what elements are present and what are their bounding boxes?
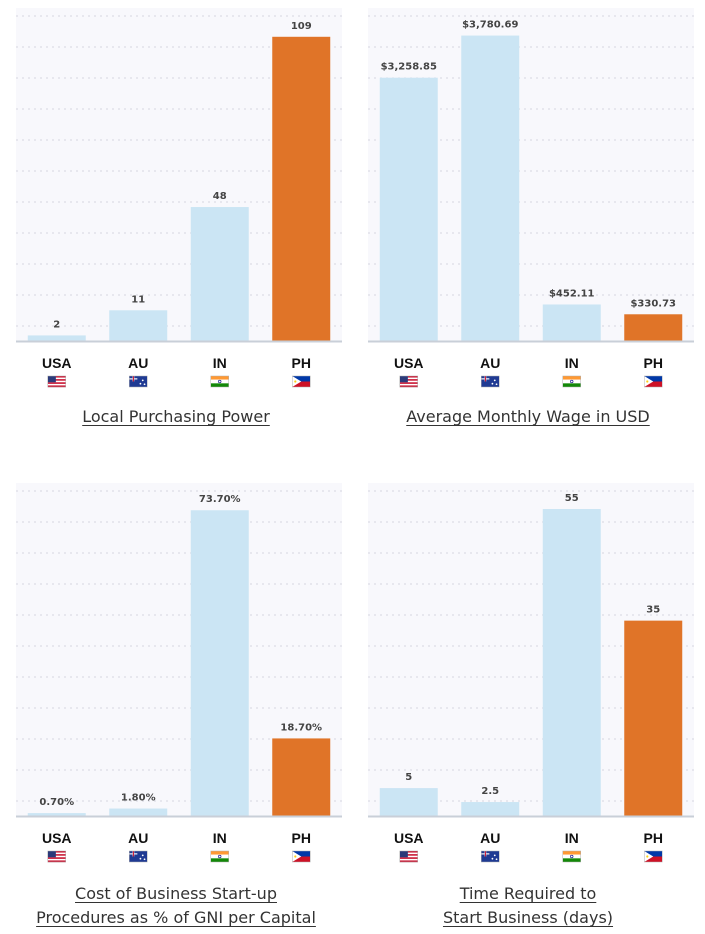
bar-au xyxy=(461,35,520,341)
category-label-in: IN xyxy=(565,830,579,846)
category-label-ph: PH xyxy=(644,355,663,371)
au-flag-icon xyxy=(481,850,500,863)
bar-usa xyxy=(27,813,86,816)
in-flag-icon xyxy=(562,375,581,388)
data-label-in: $452.11 xyxy=(549,288,595,299)
data-label-au: 11 xyxy=(131,294,145,305)
bar-au xyxy=(109,310,168,341)
chart-title-average-monthly-wage: Average Monthly Wage in USD xyxy=(406,407,650,426)
au-flag-icon xyxy=(481,375,500,388)
chart-average-monthly-wage: $3,258.85 USA $3,780.69 AU $452.11 IN $330.73 P… xyxy=(368,8,694,393)
data-label-usa: 2 xyxy=(53,319,60,330)
bar-usa xyxy=(379,788,438,816)
chart-title-cost-of-business-startup: Cost of Business Start-up Procedures as … xyxy=(36,884,316,927)
usa-flag-icon xyxy=(47,375,66,388)
data-label-in: 55 xyxy=(565,493,579,504)
au-flag-icon xyxy=(129,375,148,388)
category-label-ph: PH xyxy=(292,830,311,846)
ph-flag-icon xyxy=(644,850,663,863)
data-label-au: $3,780.69 xyxy=(462,20,518,31)
in-flag-icon xyxy=(210,375,229,388)
in-flag-icon xyxy=(210,850,229,863)
category-label-usa: USA xyxy=(42,355,72,371)
category-label-au: AU xyxy=(128,355,148,371)
data-label-in: 48 xyxy=(213,191,227,202)
bar-in xyxy=(542,304,601,341)
chart-cost-of-business-startup: 0.70% USA 1.80% AU 73.70% IN 18.70% PH xyxy=(16,483,342,868)
data-label-ph: 35 xyxy=(646,605,660,616)
category-label-in: IN xyxy=(565,355,579,371)
chart-title-local-purchasing-power: Local Purchasing Power xyxy=(82,407,270,426)
category-label-au: AU xyxy=(128,830,148,846)
data-label-ph: 109 xyxy=(291,21,312,32)
ph-flag-icon xyxy=(292,375,311,388)
bar-usa xyxy=(379,77,438,341)
data-label-ph: $330.73 xyxy=(630,298,676,309)
category-label-usa: USA xyxy=(394,355,424,371)
category-label-au: AU xyxy=(480,830,500,846)
data-label-ph: 18.70% xyxy=(280,722,322,733)
bar-au xyxy=(461,802,520,816)
usa-flag-icon xyxy=(47,850,66,863)
au-flag-icon xyxy=(129,850,148,863)
bar-usa xyxy=(27,335,86,341)
bar-au xyxy=(109,808,168,816)
in-flag-icon xyxy=(562,850,581,863)
bar-ph xyxy=(624,620,683,816)
data-label-au: 1.80% xyxy=(121,793,156,804)
category-label-ph: PH xyxy=(644,830,663,846)
ph-flag-icon xyxy=(292,850,311,863)
category-label-in: IN xyxy=(213,355,227,371)
usa-flag-icon xyxy=(399,375,418,388)
data-label-in: 73.70% xyxy=(199,494,241,505)
category-label-au: AU xyxy=(480,355,500,371)
usa-flag-icon xyxy=(399,850,418,863)
bar-ph xyxy=(272,738,331,816)
data-label-au: 2.5 xyxy=(481,786,499,797)
chart-time-to-start-business: 5 USA 2.5 AU 55 IN 35 PH xyxy=(368,483,694,868)
ph-flag-icon xyxy=(644,375,663,388)
bar-in xyxy=(190,207,249,341)
data-label-usa: 0.70% xyxy=(39,797,74,808)
category-label-usa: USA xyxy=(42,830,72,846)
bar-in xyxy=(542,509,601,816)
bar-in xyxy=(190,510,249,816)
bar-ph xyxy=(624,314,683,341)
data-label-usa: 5 xyxy=(405,772,412,783)
chart-title-time-to-start-business: Time Required to Start Business (days) xyxy=(442,884,614,927)
category-label-in: IN xyxy=(213,830,227,846)
category-label-usa: USA xyxy=(394,830,424,846)
category-label-ph: PH xyxy=(292,355,311,371)
chart-local-purchasing-power: 2 USA 11 AU 48 IN 109 PH xyxy=(16,8,342,393)
bar-ph xyxy=(272,36,331,342)
data-label-usa: $3,258.85 xyxy=(381,62,437,73)
